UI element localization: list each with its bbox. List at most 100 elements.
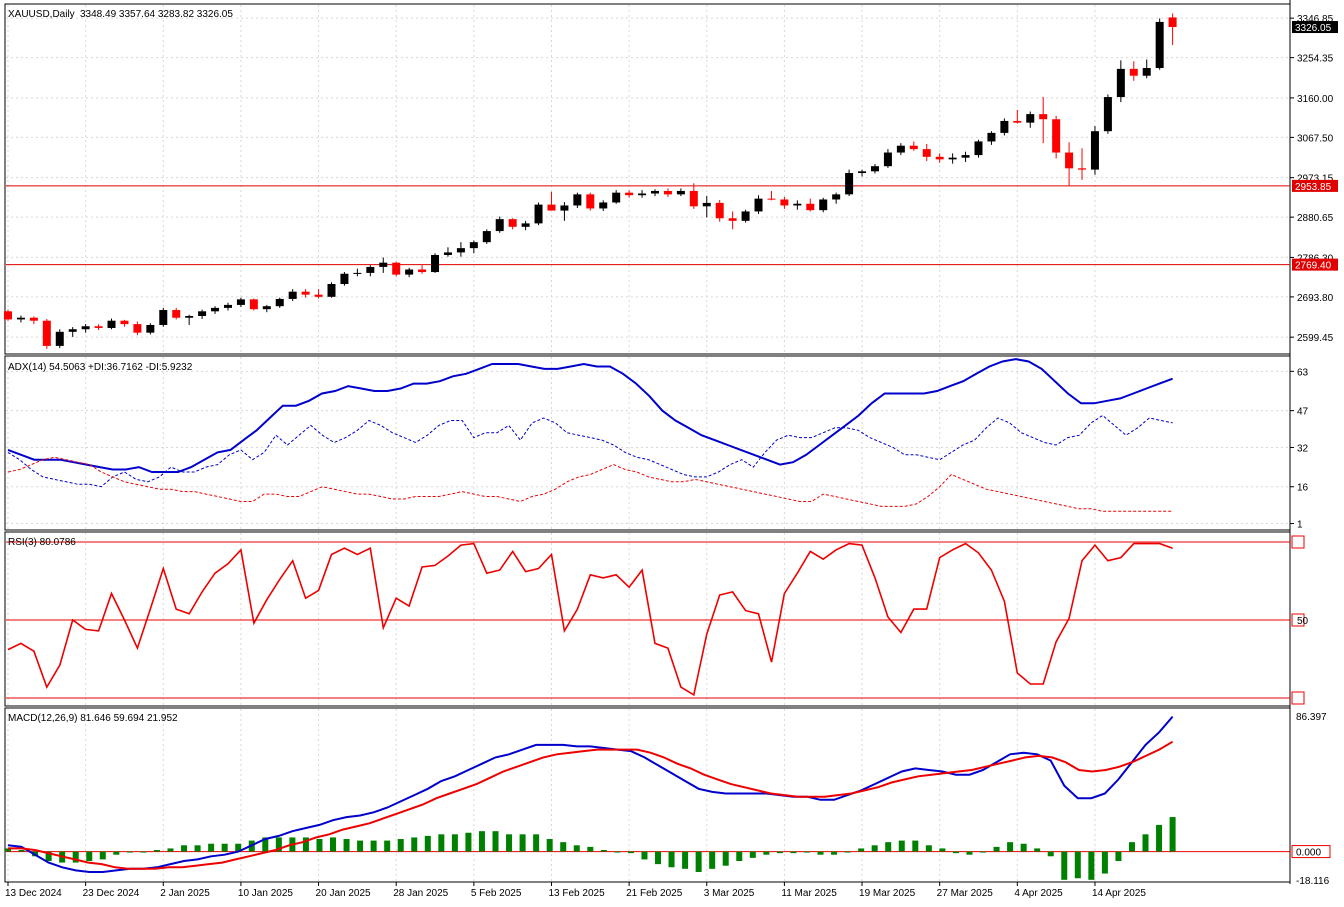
candle-body-52 [676, 190, 685, 195]
macd-hist-bar-58 [790, 851, 797, 854]
candle-body-87 [1129, 68, 1138, 76]
candle-body-82 [1065, 152, 1074, 169]
macd-hist-bar-33 [451, 834, 458, 852]
macd-hist-bar-50 [682, 851, 689, 869]
macd-hist-bar-30 [411, 837, 418, 852]
candle-body-13 [172, 310, 181, 318]
macd-tick-label-2: -18.116 [1296, 876, 1330, 887]
candle-body-16 [211, 307, 220, 312]
macd-hist-bar-37 [506, 834, 513, 852]
candle-body-28 [366, 266, 375, 273]
candle-body-17 [223, 304, 232, 308]
macd-hist-bar-46 [627, 851, 634, 854]
candle-body-8 [107, 320, 116, 328]
x-tick-label-13: 4 Apr 2025 [1014, 888, 1063, 899]
macd-hist-bar-67 [912, 840, 919, 852]
macd-hist-bar-71 [966, 851, 973, 855]
candle-body-45 [586, 194, 595, 209]
candle-body-77 [1000, 120, 1009, 133]
candle-body-12 [159, 310, 168, 325]
macd-hist-bar-41 [560, 842, 567, 852]
macd-hist-bar-28 [384, 840, 391, 852]
candle-body-10 [133, 324, 142, 333]
macd-hist-bar-53 [722, 851, 729, 866]
price-tick-label-0: 3346.85 [1297, 14, 1334, 25]
candle-body-15 [198, 311, 207, 317]
candle-body-65 [845, 173, 854, 195]
macd-hist-bar-66 [898, 840, 905, 852]
macd-line-signal [8, 740, 1174, 870]
x-tick-label-1: 23 Dec 2024 [83, 888, 140, 899]
macd-hist-bar-26 [357, 840, 364, 852]
macd-hist-bar-15 [208, 843, 215, 852]
price-tick-label-5: 2880.65 [1297, 213, 1334, 224]
macd-hist-bar-8 [113, 851, 120, 855]
candle-body-9 [120, 320, 129, 325]
price-tick-label-1: 3254.35 [1297, 54, 1334, 65]
macd-hist-bar-17 [235, 843, 242, 852]
macd-hist-bar-56 [763, 851, 770, 855]
candle-body-44 [573, 194, 582, 206]
macd-hist-bar-70 [952, 851, 959, 854]
candle-body-55 [715, 202, 724, 219]
macd-hist-bar-73 [993, 846, 1000, 852]
candle-body-74 [961, 155, 970, 158]
candle-body-71 [922, 149, 931, 157]
last-price-tag [1292, 21, 1338, 34]
candle-body-21 [275, 298, 284, 307]
candle-body-46 [599, 202, 608, 209]
macd-hist-bar-57 [776, 851, 783, 854]
candle-body-43 [560, 205, 569, 211]
adx-series--di [7, 414, 1173, 488]
macd-hist-bar-23 [316, 839, 323, 852]
price-tick-label-7: 2693.80 [1297, 293, 1334, 304]
macd-hist-bar-16 [221, 843, 228, 852]
candle-body-7 [94, 326, 103, 328]
candle-body-70 [909, 145, 918, 150]
macd-hist-bar-35 [478, 831, 485, 852]
candle-body-54 [702, 202, 711, 207]
macd-hist-bar-83 [1128, 842, 1135, 852]
candle-body-26 [340, 273, 349, 284]
x-tick-label-6: 5 Feb 2025 [471, 888, 522, 899]
rsi-level-tag-0 [1291, 535, 1305, 549]
pane-frame-1 [4, 355, 1291, 531]
candle-body-11 [146, 324, 155, 333]
candle-body-14 [185, 316, 194, 318]
rsi-line [7, 542, 1173, 697]
adx-tick-label-2: 32 [1297, 443, 1309, 454]
rsi-pane-title: RSI(3) 80.0786 [8, 537, 76, 548]
candle-body-47 [612, 192, 621, 203]
candle-body-27 [353, 272, 362, 274]
macd-hist-bar-52 [709, 851, 716, 869]
macd-hist-bar-22 [302, 837, 309, 852]
macd-zero-tag [1291, 845, 1331, 859]
x-tick-label-5: 28 Jan 2025 [393, 888, 448, 899]
macd-hist-bar-76 [1034, 848, 1041, 852]
macd-hist-bar-86 [1169, 817, 1176, 852]
macd-hist-bar-63 [858, 848, 865, 852]
support-line-tag-1 [1292, 258, 1338, 271]
adx-tick-label-0: 63 [1297, 367, 1309, 378]
macd-hist-bar-14 [194, 845, 201, 852]
candle-body-60 [780, 199, 789, 206]
candle-body-23 [301, 291, 310, 295]
macd-hist-bar-11 [153, 850, 160, 852]
pane-frame-2 [4, 531, 1291, 707]
candle-body-24 [314, 294, 323, 297]
candle-body-67 [870, 166, 879, 172]
macd-hist-bar-24 [330, 837, 337, 852]
candle-body-85 [1103, 97, 1112, 132]
macd-hist-bar-19 [262, 837, 269, 852]
macd-hist-bar-48 [655, 851, 662, 865]
macd-hist-bar-45 [614, 851, 621, 853]
x-tick-label-7: 13 Feb 2025 [548, 888, 605, 899]
candle-body-79 [1026, 114, 1035, 123]
price-tick-label-3: 3067.50 [1297, 133, 1334, 144]
price-tick-label-4: 2973.15 [1297, 174, 1334, 185]
candle-body-76 [987, 132, 996, 142]
candle-body-42 [547, 204, 556, 211]
candle-body-90 [1168, 17, 1177, 28]
candle-body-48 [625, 192, 634, 196]
